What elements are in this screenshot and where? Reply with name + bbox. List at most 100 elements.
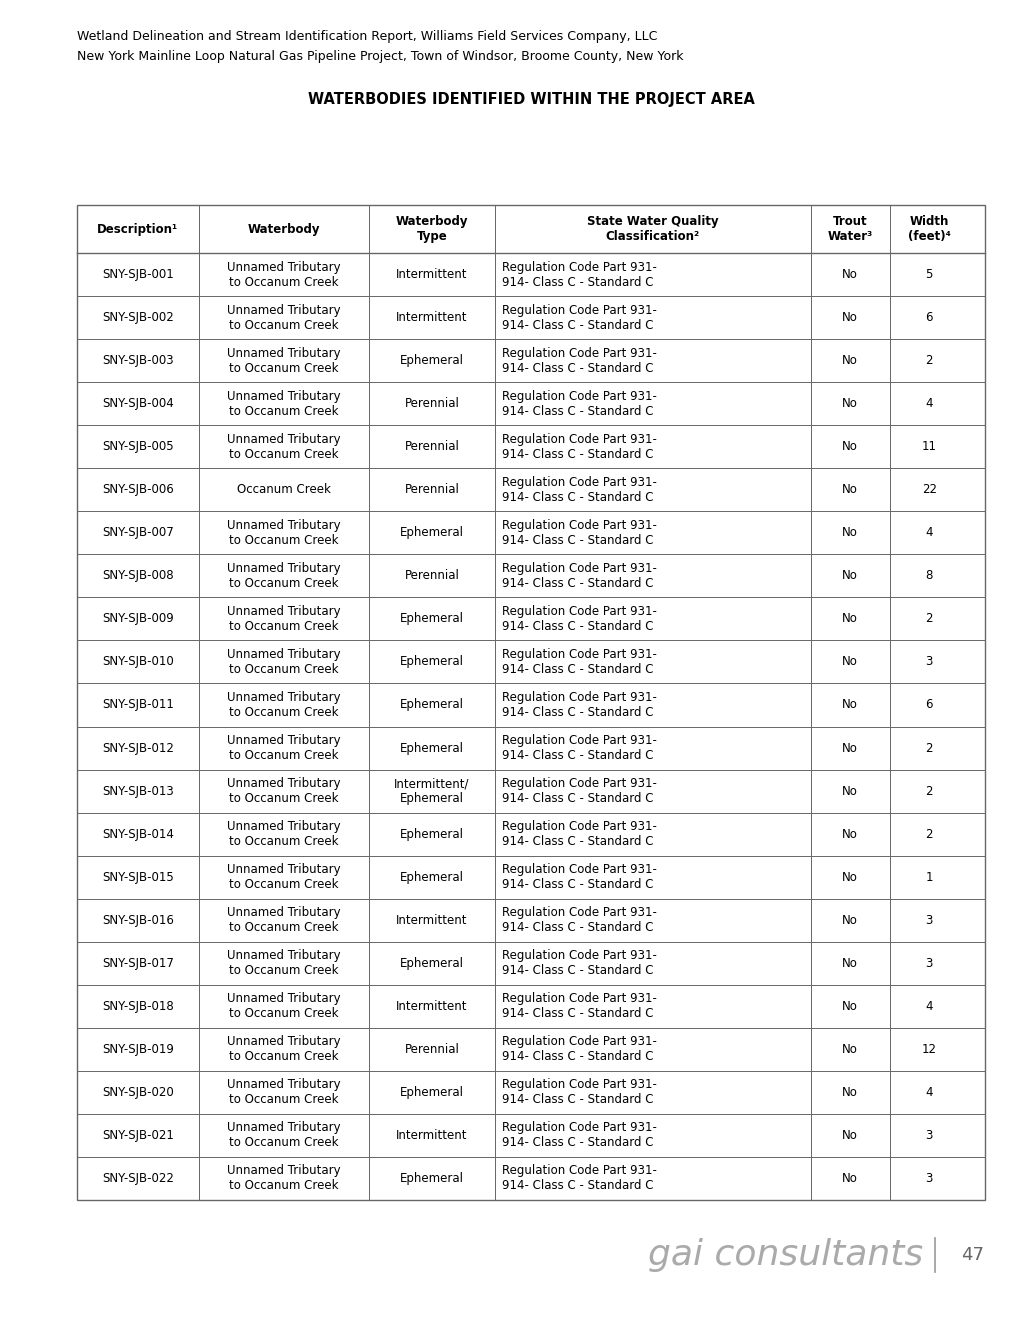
Text: SNY-SJB-021: SNY-SJB-021 <box>102 1129 173 1142</box>
Text: SNY-SJB-007: SNY-SJB-007 <box>102 527 173 540</box>
Text: 47: 47 <box>961 1246 983 1265</box>
Text: No: No <box>842 1086 857 1098</box>
Text: No: No <box>842 527 857 540</box>
Text: Regulation Code Part 931-
914- Class C - Standard C: Regulation Code Part 931- 914- Class C -… <box>501 777 656 805</box>
Text: 5: 5 <box>924 268 932 281</box>
Text: 2: 2 <box>924 354 932 367</box>
Text: 6: 6 <box>924 312 932 325</box>
Text: No: No <box>842 1172 857 1185</box>
Text: Intermittent: Intermittent <box>396 913 468 927</box>
Text: Regulation Code Part 931-
914- Class C - Standard C: Regulation Code Part 931- 914- Class C -… <box>501 949 656 977</box>
Text: Ephemeral: Ephemeral <box>399 828 464 841</box>
Text: Unnamed Tributary
to Occanum Creek: Unnamed Tributary to Occanum Creek <box>227 993 340 1020</box>
Text: Waterbody
Type: Waterbody Type <box>395 215 468 243</box>
Text: Unnamed Tributary
to Occanum Creek: Unnamed Tributary to Occanum Creek <box>227 433 340 461</box>
Text: SNY-SJB-006: SNY-SJB-006 <box>102 483 173 496</box>
Text: Unnamed Tributary
to Occanum Creek: Unnamed Tributary to Occanum Creek <box>227 1078 340 1106</box>
Text: Intermittent: Intermittent <box>396 999 468 1012</box>
Text: Ephemeral: Ephemeral <box>399 698 464 711</box>
Text: SNY-SJB-004: SNY-SJB-004 <box>102 397 173 411</box>
Text: 2: 2 <box>924 784 932 797</box>
Text: 3: 3 <box>924 1172 932 1185</box>
Text: Unnamed Tributary
to Occanum Creek: Unnamed Tributary to Occanum Creek <box>227 949 340 977</box>
Text: 3: 3 <box>924 1129 932 1142</box>
Text: Regulation Code Part 931-
914- Class C - Standard C: Regulation Code Part 931- 914- Class C -… <box>501 433 656 461</box>
Text: 4: 4 <box>924 1086 932 1098</box>
Text: No: No <box>842 354 857 367</box>
Text: Regulation Code Part 931-
914- Class C - Standard C: Regulation Code Part 931- 914- Class C -… <box>501 863 656 891</box>
Text: No: No <box>842 397 857 411</box>
Text: No: No <box>842 784 857 797</box>
Text: Regulation Code Part 931-
914- Class C - Standard C: Regulation Code Part 931- 914- Class C -… <box>501 648 656 676</box>
Text: WATERBODIES IDENTIFIED WITHIN THE PROJECT AREA: WATERBODIES IDENTIFIED WITHIN THE PROJEC… <box>308 92 754 107</box>
Text: 12: 12 <box>921 1043 935 1056</box>
Text: No: No <box>842 268 857 281</box>
Text: SNY-SJB-011: SNY-SJB-011 <box>102 698 173 711</box>
Text: State Water Quality
Classification²: State Water Quality Classification² <box>586 215 717 243</box>
Text: Unnamed Tributary
to Occanum Creek: Unnamed Tributary to Occanum Creek <box>227 1035 340 1064</box>
Text: SNY-SJB-012: SNY-SJB-012 <box>102 742 173 755</box>
Text: 4: 4 <box>924 397 932 411</box>
Text: Occanum Creek: Occanum Creek <box>236 483 330 496</box>
Text: SNY-SJB-019: SNY-SJB-019 <box>102 1043 173 1056</box>
Text: Ephemeral: Ephemeral <box>399 957 464 970</box>
Text: Ephemeral: Ephemeral <box>399 612 464 626</box>
Text: Wetland Delineation and Stream Identification Report, Williams Field Services Co: Wetland Delineation and Stream Identific… <box>76 30 656 44</box>
Text: Unnamed Tributary
to Occanum Creek: Unnamed Tributary to Occanum Creek <box>227 260 340 289</box>
Text: Waterbody: Waterbody <box>248 223 320 235</box>
Text: No: No <box>842 1129 857 1142</box>
Text: 22: 22 <box>921 483 935 496</box>
Text: No: No <box>842 742 857 755</box>
Text: 11: 11 <box>921 440 935 453</box>
Text: 3: 3 <box>924 656 932 668</box>
Text: Regulation Code Part 931-
914- Class C - Standard C: Regulation Code Part 931- 914- Class C -… <box>501 475 656 504</box>
Text: SNY-SJB-020: SNY-SJB-020 <box>102 1086 173 1098</box>
Text: New York Mainline Loop Natural Gas Pipeline Project, Town of Windsor, Broome Cou: New York Mainline Loop Natural Gas Pipel… <box>76 50 683 63</box>
Text: Ephemeral: Ephemeral <box>399 1086 464 1098</box>
Text: Unnamed Tributary
to Occanum Creek: Unnamed Tributary to Occanum Creek <box>227 907 340 935</box>
Text: SNY-SJB-013: SNY-SJB-013 <box>102 784 173 797</box>
Text: 2: 2 <box>924 742 932 755</box>
Text: gai consultants: gai consultants <box>647 1238 922 1272</box>
Text: Unnamed Tributary
to Occanum Creek: Unnamed Tributary to Occanum Creek <box>227 820 340 849</box>
Text: Regulation Code Part 931-
914- Class C - Standard C: Regulation Code Part 931- 914- Class C -… <box>501 347 656 375</box>
Text: Perennial: Perennial <box>405 569 459 582</box>
Text: Regulation Code Part 931-
914- Class C - Standard C: Regulation Code Part 931- 914- Class C -… <box>501 389 656 417</box>
Text: SNY-SJB-022: SNY-SJB-022 <box>102 1172 173 1185</box>
Text: Perennial: Perennial <box>405 483 459 496</box>
Text: No: No <box>842 698 857 711</box>
Text: Perennial: Perennial <box>405 440 459 453</box>
Text: SNY-SJB-003: SNY-SJB-003 <box>102 354 173 367</box>
Text: No: No <box>842 1043 857 1056</box>
Text: Unnamed Tributary
to Occanum Creek: Unnamed Tributary to Occanum Creek <box>227 777 340 805</box>
Text: Regulation Code Part 931-
914- Class C - Standard C: Regulation Code Part 931- 914- Class C -… <box>501 1078 656 1106</box>
Text: Intermittent/
Ephemeral: Intermittent/ Ephemeral <box>394 777 470 805</box>
Text: Unnamed Tributary
to Occanum Creek: Unnamed Tributary to Occanum Creek <box>227 347 340 375</box>
Text: Unnamed Tributary
to Occanum Creek: Unnamed Tributary to Occanum Creek <box>227 690 340 719</box>
Text: No: No <box>842 483 857 496</box>
Text: Trout
Water³: Trout Water³ <box>826 215 872 243</box>
Text: Ephemeral: Ephemeral <box>399 871 464 883</box>
Text: Unnamed Tributary
to Occanum Creek: Unnamed Tributary to Occanum Creek <box>227 1164 340 1192</box>
Text: Regulation Code Part 931-
914- Class C - Standard C: Regulation Code Part 931- 914- Class C -… <box>501 1035 656 1064</box>
Text: Perennial: Perennial <box>405 397 459 411</box>
Text: 1: 1 <box>924 871 932 883</box>
Text: Regulation Code Part 931-
914- Class C - Standard C: Regulation Code Part 931- 914- Class C -… <box>501 304 656 331</box>
Text: Regulation Code Part 931-
914- Class C - Standard C: Regulation Code Part 931- 914- Class C -… <box>501 907 656 935</box>
Text: Ephemeral: Ephemeral <box>399 527 464 540</box>
Text: Width
(feet)⁴: Width (feet)⁴ <box>907 215 950 243</box>
Text: Regulation Code Part 931-
914- Class C - Standard C: Regulation Code Part 931- 914- Class C -… <box>501 690 656 719</box>
Text: Description¹: Description¹ <box>97 223 178 235</box>
Text: SNY-SJB-015: SNY-SJB-015 <box>102 871 173 883</box>
Text: SNY-SJB-005: SNY-SJB-005 <box>102 440 173 453</box>
Text: Regulation Code Part 931-
914- Class C - Standard C: Regulation Code Part 931- 914- Class C -… <box>501 1164 656 1192</box>
Text: Regulation Code Part 931-
914- Class C - Standard C: Regulation Code Part 931- 914- Class C -… <box>501 820 656 849</box>
Text: No: No <box>842 913 857 927</box>
Text: Ephemeral: Ephemeral <box>399 742 464 755</box>
Text: 4: 4 <box>924 527 932 540</box>
Text: No: No <box>842 656 857 668</box>
Text: Regulation Code Part 931-
914- Class C - Standard C: Regulation Code Part 931- 914- Class C -… <box>501 1122 656 1150</box>
Text: No: No <box>842 828 857 841</box>
Bar <box>76 205 984 1200</box>
Text: Regulation Code Part 931-
914- Class C - Standard C: Regulation Code Part 931- 914- Class C -… <box>501 605 656 632</box>
